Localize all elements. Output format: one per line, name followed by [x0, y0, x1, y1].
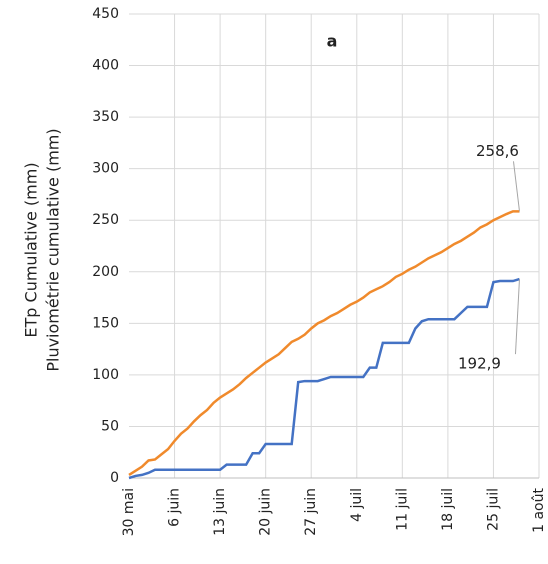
- x-tick-label: 13 juin: [212, 488, 228, 536]
- x-tick-label: 25 juil: [485, 488, 501, 531]
- data-label: 192,9: [458, 355, 501, 373]
- x-tick-label: 11 juil: [394, 488, 410, 531]
- y-tick-label: 100: [92, 367, 119, 383]
- label-leader: [514, 279, 520, 355]
- line-series: [128, 210, 520, 476]
- line-series: [128, 277, 520, 480]
- chart-title: a: [327, 32, 338, 51]
- y-tick-label: 50: [101, 418, 119, 434]
- x-tick-label: 30 mai: [121, 488, 137, 536]
- x-tick-label: 4 juil: [349, 488, 365, 522]
- data-label: 258,6: [476, 142, 519, 160]
- y-tick-label: 0: [110, 470, 119, 486]
- y-tick-label: 250: [92, 212, 119, 228]
- y-tick-label: 150: [92, 315, 119, 331]
- x-tick-label: 27 juin: [303, 488, 319, 536]
- y-tick-label: 300: [92, 161, 119, 177]
- x-tick-label: 18 juil: [440, 488, 456, 531]
- y-tick-label: 450: [92, 6, 119, 22]
- y-tick-label: 200: [92, 264, 119, 280]
- y-tick-label: 400: [92, 58, 119, 74]
- y-axis-label: Pluviométrie cumulative (mm): [44, 128, 63, 371]
- y-tick-label: 350: [92, 109, 119, 125]
- x-tick-label: 1 août: [531, 488, 547, 533]
- label-leader: [512, 161, 520, 212]
- x-tick-label: 20 juin: [258, 488, 274, 536]
- x-tick-label: 6 juin: [167, 488, 183, 527]
- y-axis-label: ETp Cumulative (mm): [22, 162, 41, 337]
